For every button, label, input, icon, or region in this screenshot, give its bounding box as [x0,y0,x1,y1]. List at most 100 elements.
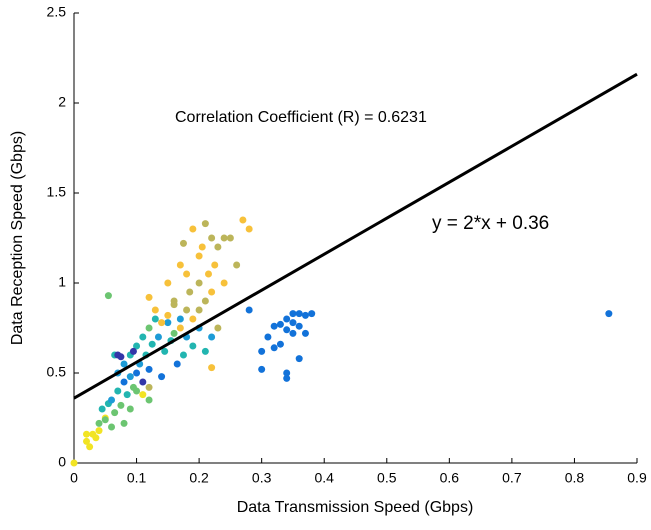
point [164,319,172,327]
point [276,320,284,328]
x-tick-label: 0.7 [502,470,522,486]
x-tick-label: 0.3 [252,470,272,486]
point [189,315,197,323]
y-tick-label: 0.5 [47,364,67,380]
y-tick-label: 2.5 [47,4,67,20]
point [308,310,316,318]
point [139,333,147,341]
point [183,306,191,314]
x-tick-label: 0.4 [314,470,334,486]
x-tick-label: 0.9 [627,470,647,486]
point [114,387,122,395]
point [139,378,147,386]
point [145,365,153,373]
point [126,405,134,413]
point [98,405,106,413]
point [95,419,103,427]
point [139,391,147,399]
x-tick-label: 0.8 [565,470,585,486]
point [214,324,222,332]
point [158,319,166,327]
point [289,310,297,318]
point [204,270,212,278]
point [283,369,291,377]
point [208,364,216,372]
point [208,288,216,296]
point [133,342,141,350]
point [126,373,134,381]
point [283,374,291,382]
point [183,270,191,278]
point [301,311,309,319]
point [133,387,141,395]
y-tick-label: 1 [58,274,66,290]
point [70,459,78,467]
point [95,427,103,435]
point [295,322,303,330]
point [208,234,216,242]
x-tick-label: 0.6 [440,470,460,486]
point [289,329,297,337]
point [195,306,203,314]
point [276,340,284,348]
point [176,324,184,332]
point [145,324,153,332]
annotation: y = 2*x + 0.36 [432,213,549,234]
point [245,306,253,314]
point [158,373,166,381]
x-tick-label: 0 [70,470,78,486]
point [201,347,209,355]
point [164,311,172,319]
annotation: Correlation Coefficient (R) = 0.6231 [175,109,427,126]
point [264,333,272,341]
y-tick-label: 1.5 [47,184,67,200]
point [214,243,222,251]
point [154,333,162,341]
point [108,423,116,431]
point [179,239,187,247]
point [198,243,206,251]
point [176,315,184,323]
point [258,347,266,355]
point [289,319,297,327]
point [133,369,141,377]
point [120,378,128,386]
point [186,288,194,296]
point [173,360,181,368]
point [117,401,125,409]
point [283,326,291,334]
point [220,279,228,287]
point [129,347,137,355]
point [83,437,91,445]
point [86,443,94,451]
point [145,293,153,301]
y-axis-label: Data Reception Speed (Gbps) [9,131,26,345]
point [120,419,128,427]
point [211,261,219,269]
point [151,315,159,323]
point [239,216,247,224]
point [195,279,203,287]
point [233,261,241,269]
point [226,234,234,242]
point [104,292,112,300]
y-tick-label: 2 [58,94,66,110]
point [245,225,253,233]
point [117,353,125,361]
point [189,225,197,233]
point [170,329,178,337]
point [164,279,172,287]
point [295,355,303,363]
point [161,347,169,355]
point [208,333,216,341]
point [189,342,197,350]
fit-line [73,72,638,400]
point [258,365,266,373]
point [151,306,159,314]
point [295,310,303,318]
point [108,396,116,404]
point [201,220,209,228]
point [83,430,91,438]
point [145,383,153,391]
point [176,261,184,269]
